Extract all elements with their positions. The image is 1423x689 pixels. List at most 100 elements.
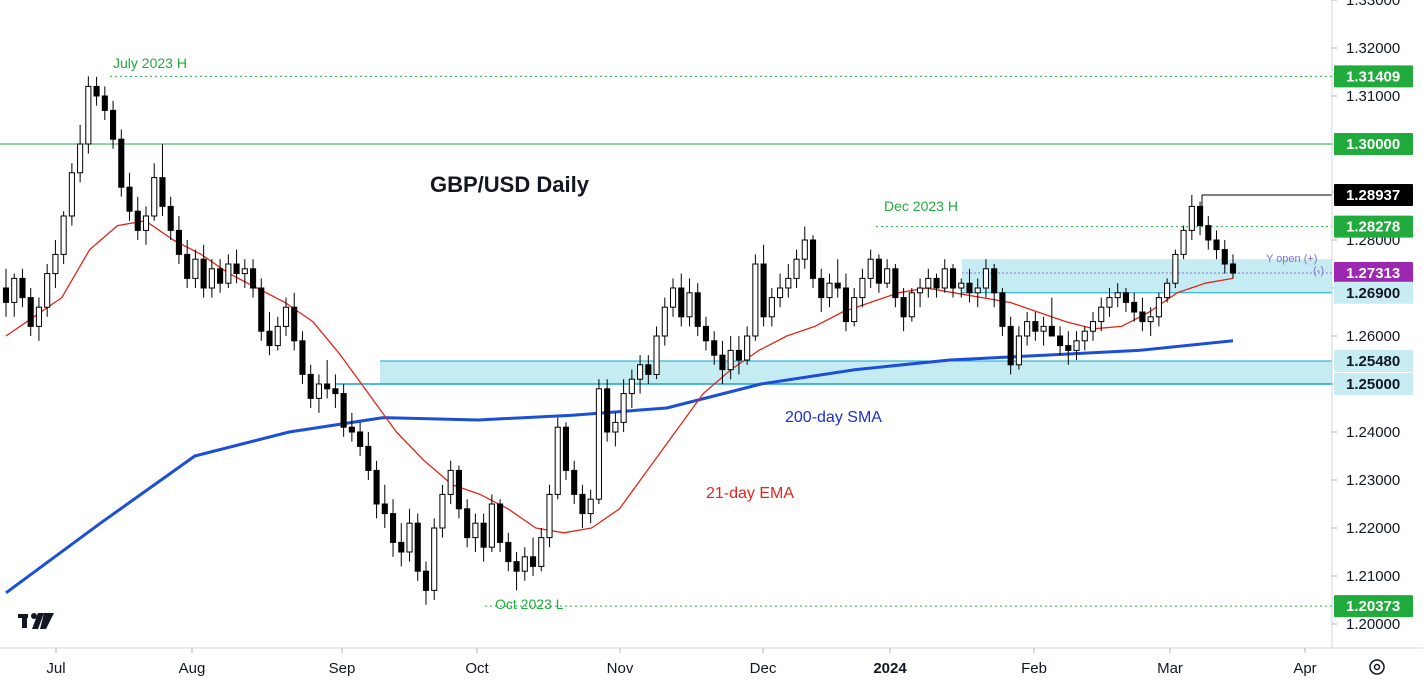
candle-down bbox=[999, 292, 1006, 327]
price-tag-label: 1.26900 bbox=[1346, 285, 1400, 302]
candle-up bbox=[793, 258, 800, 279]
y-open-plus-label: Y open (+) bbox=[1266, 253, 1317, 265]
candle-up bbox=[282, 306, 290, 327]
candle-down bbox=[571, 469, 578, 495]
candle-down bbox=[299, 340, 306, 375]
x-tick-label: Nov bbox=[607, 660, 634, 677]
candle-down bbox=[159, 177, 166, 207]
price-tag-bg bbox=[1334, 595, 1413, 618]
candle-up bbox=[752, 263, 759, 337]
candle-up bbox=[142, 215, 150, 231]
candle-down bbox=[455, 469, 462, 510]
candle-down bbox=[1065, 345, 1072, 351]
candle-up bbox=[884, 268, 891, 284]
candle-down bbox=[200, 258, 207, 289]
x-tick-label: Aug bbox=[179, 660, 206, 677]
candle-down bbox=[645, 364, 652, 375]
candle-up bbox=[653, 335, 660, 375]
price-tag-bg bbox=[1334, 373, 1413, 395]
candle-up bbox=[192, 258, 199, 279]
candle-up bbox=[801, 239, 808, 260]
candle-up bbox=[1172, 253, 1179, 284]
candle-down bbox=[933, 277, 940, 289]
candle-down bbox=[505, 541, 512, 563]
candle-down bbox=[307, 373, 314, 399]
candle-down bbox=[398, 541, 405, 553]
candle-down bbox=[348, 426, 355, 433]
y-open-minus-label: (-) bbox=[1313, 265, 1324, 277]
candle-down bbox=[1139, 311, 1146, 323]
candle-down bbox=[760, 263, 767, 318]
candle-up bbox=[1180, 229, 1187, 255]
candle-down bbox=[233, 263, 240, 275]
price-tag-bg bbox=[1334, 215, 1413, 238]
candle-up bbox=[917, 287, 924, 294]
candle-up bbox=[982, 268, 990, 289]
candle-up bbox=[661, 306, 668, 337]
july-high-label: July 2023 H bbox=[113, 55, 187, 71]
candle-up bbox=[1164, 282, 1171, 299]
y-tick-label: 1.24000 bbox=[1346, 424, 1400, 441]
candle-down bbox=[1122, 292, 1129, 303]
y-tick-label: 1.32000 bbox=[1346, 40, 1400, 57]
candle-up bbox=[851, 297, 858, 323]
candle-down bbox=[184, 253, 191, 279]
candle-down bbox=[842, 287, 850, 323]
candle-down bbox=[604, 388, 611, 433]
price-tag-bg bbox=[1334, 184, 1413, 207]
candle-up bbox=[85, 85, 92, 145]
ema-21-line bbox=[5, 220, 1234, 534]
candle-down bbox=[249, 268, 257, 289]
candle-up bbox=[1089, 321, 1097, 332]
candle-down bbox=[678, 287, 685, 318]
candle-down bbox=[949, 268, 957, 289]
candle-up bbox=[628, 378, 635, 395]
y-tick-label: 1.26000 bbox=[1346, 328, 1400, 345]
candle-down bbox=[1032, 321, 1039, 332]
candle-up bbox=[1106, 297, 1113, 308]
candle-down bbox=[480, 522, 487, 548]
candle-down bbox=[834, 282, 841, 289]
candle-down bbox=[711, 340, 718, 356]
candle-down bbox=[422, 570, 430, 591]
candle-down bbox=[991, 268, 998, 294]
candle-up bbox=[44, 273, 51, 308]
x-tick-label: Mar bbox=[1157, 660, 1183, 677]
candle-down bbox=[1007, 325, 1014, 366]
settings-gear-icon[interactable] bbox=[1369, 659, 1385, 675]
candle-down bbox=[175, 229, 182, 255]
tradingview-logo bbox=[18, 613, 54, 629]
candle-down bbox=[579, 493, 586, 515]
candle-down bbox=[266, 330, 273, 347]
candle-up bbox=[1098, 306, 1105, 323]
candle-up bbox=[925, 277, 932, 289]
candles-layer bbox=[2, 76, 1237, 605]
candle-down bbox=[719, 354, 726, 371]
candle-down bbox=[101, 95, 108, 111]
candle-up bbox=[35, 306, 42, 327]
candle-down bbox=[324, 383, 331, 390]
candle-up bbox=[1188, 205, 1195, 231]
candle-up bbox=[785, 277, 792, 289]
candle-down bbox=[892, 268, 899, 299]
candle-up bbox=[77, 143, 84, 174]
candle-up bbox=[1024, 321, 1031, 337]
chart-title: GBP/USD Daily bbox=[430, 172, 590, 197]
candle-down bbox=[93, 85, 100, 97]
price-tag-bg bbox=[1334, 65, 1413, 88]
candle-up bbox=[431, 527, 438, 591]
candle-up bbox=[1114, 292, 1121, 299]
sma-200-line bbox=[5, 339, 1234, 595]
candle-up bbox=[669, 287, 677, 308]
zone-layer bbox=[335, 259, 1332, 385]
candle-down bbox=[110, 109, 117, 140]
candle-down bbox=[1131, 301, 1138, 313]
candle-up bbox=[1081, 330, 1088, 342]
y-tick-label: 1.20000 bbox=[1346, 616, 1400, 633]
price-tag-label: 1.30000 bbox=[1346, 136, 1400, 153]
x-axis: Jul Aug Sep Oct Nov Dec 2024 Feb Mar Apr bbox=[46, 648, 1317, 677]
x-tick-label: 2024 bbox=[873, 660, 907, 677]
candle-up bbox=[744, 335, 751, 361]
annotation-layer: GBP/USD Daily July 2023 H Dec 2023 H Oct… bbox=[113, 55, 1324, 612]
candle-down bbox=[809, 239, 817, 279]
